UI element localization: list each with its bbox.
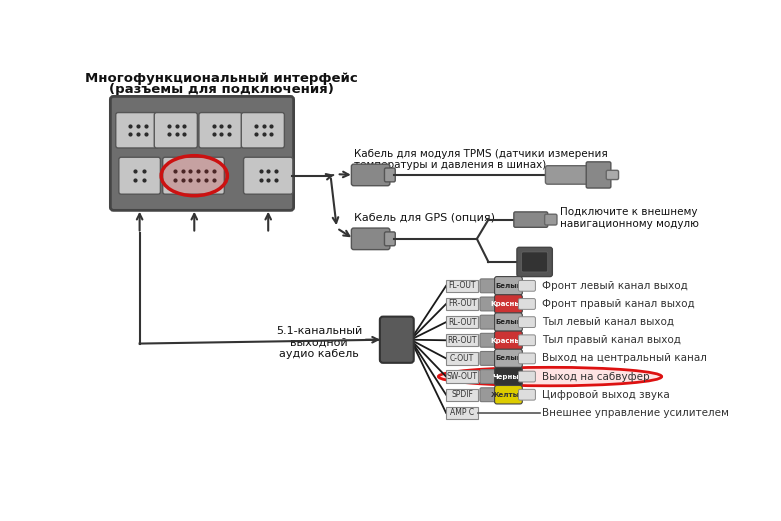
FancyBboxPatch shape <box>480 315 500 329</box>
FancyBboxPatch shape <box>199 113 242 148</box>
FancyBboxPatch shape <box>519 335 536 345</box>
FancyBboxPatch shape <box>606 170 619 180</box>
FancyBboxPatch shape <box>244 157 293 194</box>
FancyBboxPatch shape <box>480 279 500 293</box>
FancyBboxPatch shape <box>351 228 390 250</box>
Text: Белый: Белый <box>495 283 522 289</box>
FancyBboxPatch shape <box>110 96 294 210</box>
FancyBboxPatch shape <box>380 317 414 363</box>
FancyBboxPatch shape <box>351 164 390 185</box>
FancyBboxPatch shape <box>241 113 284 148</box>
FancyBboxPatch shape <box>587 162 611 188</box>
FancyBboxPatch shape <box>494 277 522 295</box>
FancyBboxPatch shape <box>545 166 590 184</box>
Text: Выход на сабвуфер: Выход на сабвуфер <box>542 371 650 381</box>
Text: SPDIF: SPDIF <box>451 390 473 399</box>
Bar <box>446 298 479 310</box>
FancyBboxPatch shape <box>494 313 522 331</box>
FancyBboxPatch shape <box>519 317 536 328</box>
FancyBboxPatch shape <box>519 389 536 400</box>
Bar <box>446 280 479 292</box>
Bar <box>446 389 479 401</box>
Text: SW-OUT: SW-OUT <box>447 372 478 381</box>
FancyBboxPatch shape <box>519 353 536 364</box>
FancyBboxPatch shape <box>480 333 500 347</box>
Text: Подключите к внешнему
навигационному модулю: Подключите к внешнему навигационному мод… <box>560 207 699 229</box>
Ellipse shape <box>161 156 227 196</box>
FancyBboxPatch shape <box>155 113 198 148</box>
Text: RR-OUT: RR-OUT <box>448 336 477 345</box>
FancyBboxPatch shape <box>544 214 557 225</box>
Text: Тыл левый канал выход: Тыл левый канал выход <box>542 317 674 327</box>
Bar <box>446 334 479 346</box>
Text: FL-OUT: FL-OUT <box>448 281 476 290</box>
Ellipse shape <box>438 367 662 386</box>
Text: Фронт правый канал выход: Фронт правый канал выход <box>542 299 695 309</box>
Bar <box>446 370 479 383</box>
Text: Белый: Белый <box>495 355 522 362</box>
FancyBboxPatch shape <box>519 280 536 291</box>
FancyBboxPatch shape <box>494 367 522 386</box>
FancyBboxPatch shape <box>494 331 522 350</box>
FancyBboxPatch shape <box>384 168 395 182</box>
Text: Многофункциональный интерфейс: Многофункциональный интерфейс <box>85 72 358 85</box>
FancyBboxPatch shape <box>116 113 159 148</box>
Text: RL-OUT: RL-OUT <box>448 318 476 327</box>
FancyBboxPatch shape <box>480 369 500 383</box>
Text: AMP C: AMP C <box>450 408 474 417</box>
FancyBboxPatch shape <box>480 297 500 311</box>
FancyBboxPatch shape <box>519 371 536 382</box>
Text: Белый: Белый <box>495 319 522 325</box>
Text: Кабель для GPS (опция): Кабель для GPS (опция) <box>354 213 494 222</box>
Text: Черный: Черный <box>493 374 524 380</box>
Text: C-OUT: C-OUT <box>450 354 474 363</box>
Text: (разъемы для подключения): (разъемы для подключения) <box>109 82 333 95</box>
Bar <box>446 352 479 365</box>
Text: Фронт левый канал выход: Фронт левый канал выход <box>542 281 688 291</box>
Text: Цифровой выход звука: Цифровой выход звука <box>542 390 670 400</box>
Text: FR-OUT: FR-OUT <box>448 300 476 308</box>
FancyBboxPatch shape <box>162 157 224 194</box>
FancyBboxPatch shape <box>494 349 522 368</box>
FancyBboxPatch shape <box>494 295 522 313</box>
Text: Красный: Красный <box>490 301 526 307</box>
FancyBboxPatch shape <box>519 299 536 309</box>
Text: Внешнее управление усилителем: Внешнее управление усилителем <box>542 408 729 418</box>
FancyBboxPatch shape <box>494 386 522 404</box>
Text: Тыл правый канал выход: Тыл правый канал выход <box>542 336 681 345</box>
FancyBboxPatch shape <box>480 352 500 365</box>
FancyBboxPatch shape <box>522 252 547 272</box>
Bar <box>446 407 479 419</box>
FancyBboxPatch shape <box>517 247 552 277</box>
FancyBboxPatch shape <box>384 232 395 246</box>
Text: Кабель для модуля TPMS (датчики измерения
температуры и давления в шинах): Кабель для модуля TPMS (датчики измерени… <box>354 149 608 170</box>
Text: Выход на центральный канал: Выход на центральный канал <box>542 353 708 364</box>
Text: 5.1-канальный
выходной
аудио кабель: 5.1-канальный выходной аудио кабель <box>276 326 362 359</box>
Text: Желтый: Желтый <box>491 392 526 398</box>
FancyBboxPatch shape <box>480 388 500 402</box>
Bar <box>446 316 479 328</box>
FancyBboxPatch shape <box>514 212 547 227</box>
FancyBboxPatch shape <box>119 157 160 194</box>
Text: Красный: Красный <box>490 337 526 343</box>
